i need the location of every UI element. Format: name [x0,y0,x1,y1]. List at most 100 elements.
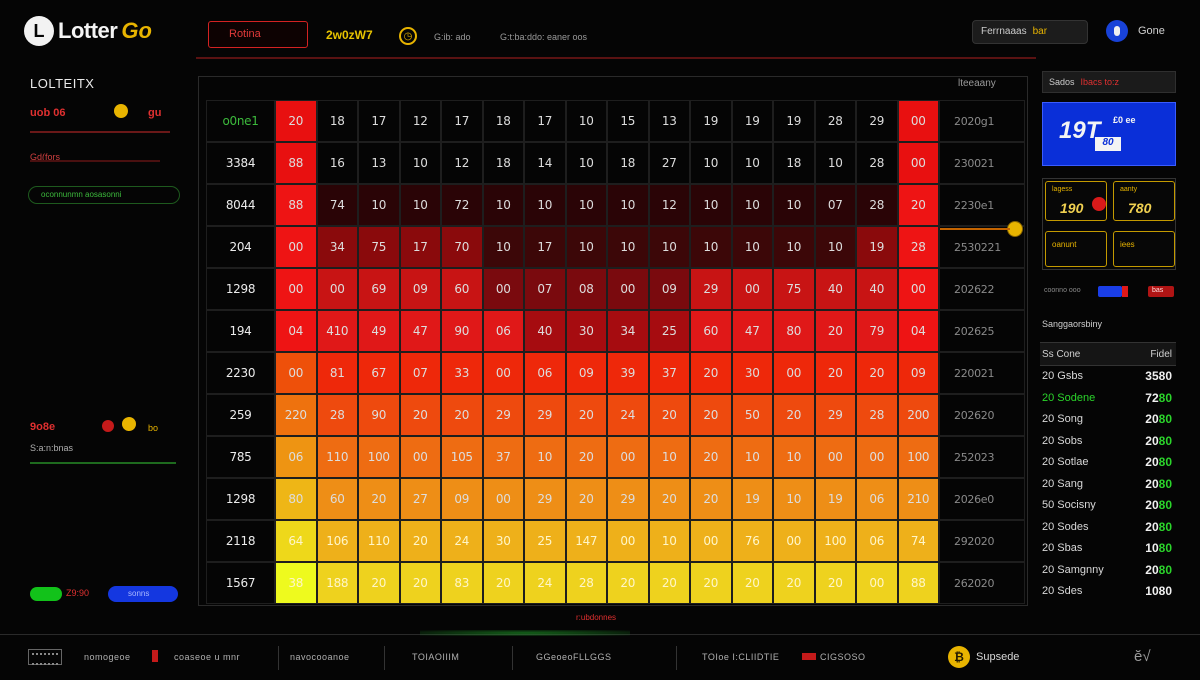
grid-cell[interactable]: 40 [524,310,566,352]
grid-cell[interactable]: 06 [856,478,898,520]
grid-menu-icon[interactable] [28,649,62,665]
grid-cell[interactable]: 20 [565,436,607,478]
grid-cell[interactable]: 19 [731,478,773,520]
grid-cell[interactable]: 04 [275,310,317,352]
leaderboard-row[interactable]: 20 Gsbs 3580 [1040,366,1176,388]
grid-cell[interactable]: 110 [316,436,358,478]
grid-cell[interactable]: 29 [524,394,566,436]
grid-cell[interactable]: 00 [607,268,649,310]
grid-cell[interactable]: 18 [316,100,358,142]
grid-cell[interactable]: 17 [358,100,400,142]
grid-cell[interactable]: 09 [648,268,690,310]
leaderboard-row[interactable]: 20 Sdes 1080 [1040,581,1176,603]
grid-cell[interactable]: 09 [897,352,939,394]
grid-cell[interactable]: 29 [856,100,898,142]
grid-cell[interactable]: 10 [814,226,856,268]
grid-cell[interactable]: 10 [648,226,690,268]
grid-cell[interactable]: 00 [607,520,649,562]
grid-cell[interactable]: 88 [275,142,317,184]
prize-box-right-sub[interactable]: iees [1113,231,1175,267]
grid-cell[interactable]: 30 [565,310,607,352]
grid-cell[interactable]: 20 [690,394,732,436]
grid-cell[interactable]: 09 [565,352,607,394]
footer-item-4[interactable]: TOIAOIIIM [412,652,460,662]
leaderboard-row[interactable]: 20 Sbas 1080 [1040,538,1176,560]
grid-cell[interactable]: 29 [607,478,649,520]
grid-cell[interactable]: 13 [358,142,400,184]
user-name[interactable]: Gone [1138,25,1165,37]
footer-item-5[interactable]: GGeoeoFLLGGS [536,652,612,662]
grid-cell[interactable]: 09 [441,478,483,520]
grid-cell[interactable]: 10 [814,142,856,184]
grid-cell[interactable]: 20 [690,352,732,394]
grid-cell[interactable]: 25 [524,520,566,562]
grid-cell[interactable]: 10 [565,226,607,268]
footer-item-7[interactable]: CIGSOSO [820,652,866,662]
grid-cell[interactable]: 10 [524,184,566,226]
grid-cell[interactable]: 00 [482,478,524,520]
footer-item-1[interactable]: nomogeoe [84,652,131,662]
grid-cell[interactable]: 28 [856,142,898,184]
grid-cell[interactable]: 10 [399,184,441,226]
grid-cell[interactable]: 17 [524,226,566,268]
grid-cell[interactable]: 10 [565,184,607,226]
grid-cell[interactable]: 20 [565,394,607,436]
grid-cell[interactable]: 10 [648,436,690,478]
grid-cell[interactable]: 06 [524,352,566,394]
grid-cell[interactable]: 10 [607,184,649,226]
prize-box-left-sub[interactable]: oanunt [1045,231,1107,267]
footer-item-3[interactable]: navocooanoe [290,652,350,662]
grid-cell[interactable]: 14 [524,142,566,184]
grid-cell[interactable]: 79 [856,310,898,352]
grid-cell[interactable]: 00 [316,268,358,310]
grid-cell[interactable]: 10 [773,436,815,478]
grid-cell[interactable]: 16 [316,142,358,184]
sidebar-green-button[interactable] [30,587,62,601]
grid-cell[interactable]: 20 [897,184,939,226]
grid-cell[interactable]: 10 [773,226,815,268]
grid-cell[interactable]: 47 [399,310,441,352]
grid-cell[interactable]: 12 [399,100,441,142]
leaderboard-row[interactable]: 20 Sang 2080 [1040,474,1176,496]
grid-cell[interactable]: 37 [482,436,524,478]
sidebar-blue-button[interactable]: sonns [108,586,178,602]
grid-cell[interactable]: 28 [897,226,939,268]
grid-cell[interactable]: 20 [275,100,317,142]
grid-cell[interactable]: 40 [814,268,856,310]
grid-cell[interactable]: 00 [897,100,939,142]
grid-cell[interactable]: 00 [856,562,898,604]
right-panel-tab[interactable]: Sados Ibacs to:z [1042,71,1176,93]
grid-cell[interactable]: 00 [399,436,441,478]
grid-cell[interactable]: 20 [773,562,815,604]
grid-cell[interactable]: 00 [814,436,856,478]
grid-cell[interactable]: 00 [897,142,939,184]
grid-cell[interactable]: 20 [648,562,690,604]
grid-cell[interactable]: 19 [814,478,856,520]
grid-cell[interactable]: 00 [856,436,898,478]
grid-cell[interactable]: 20 [690,436,732,478]
grid-cell[interactable]: 10 [690,184,732,226]
sidebar-filter-pill[interactable]: oconnunmn aosasonni [28,186,180,204]
grid-cell[interactable]: 06 [275,436,317,478]
grid-cell[interactable]: 18 [482,142,524,184]
grid-cell[interactable]: 19 [690,100,732,142]
grid-cell[interactable]: 24 [441,520,483,562]
grid-cell[interactable]: 49 [358,310,400,352]
grid-cell[interactable]: 220 [275,394,317,436]
grid-cell[interactable]: 39 [607,352,649,394]
theme-toggle[interactable]: ĕ√ [1134,648,1151,665]
grid-cell[interactable]: 07 [524,268,566,310]
prize-box-left[interactable]: lagess 190 [1045,181,1107,221]
grid-cell[interactable]: 28 [856,394,898,436]
grid-cell[interactable]: 74 [316,184,358,226]
grid-cell[interactable]: 00 [690,520,732,562]
support-link[interactable]: Supsede [976,651,1020,663]
grid-cell[interactable]: 147 [565,520,607,562]
grid-cell[interactable]: 10 [565,100,607,142]
grid-cell[interactable]: 04 [897,310,939,352]
grid-cell[interactable]: 67 [358,352,400,394]
grid-cell[interactable]: 30 [731,352,773,394]
grid-cell[interactable]: 81 [316,352,358,394]
grid-cell[interactable]: 10 [358,184,400,226]
grid-cell[interactable]: 10 [565,142,607,184]
